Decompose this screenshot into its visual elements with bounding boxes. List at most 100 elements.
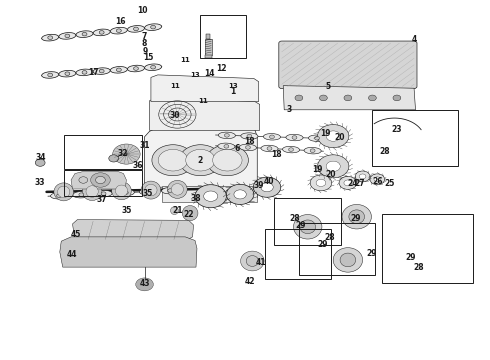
Text: 30: 30 [169, 111, 180, 120]
Circle shape [133, 67, 138, 70]
Text: 22: 22 [183, 210, 194, 219]
Circle shape [310, 175, 332, 191]
Ellipse shape [93, 29, 110, 36]
Ellipse shape [59, 32, 76, 39]
Text: 41: 41 [255, 258, 266, 267]
Circle shape [179, 145, 221, 176]
Circle shape [292, 136, 297, 139]
Ellipse shape [82, 183, 102, 201]
Text: 16: 16 [115, 17, 125, 26]
Ellipse shape [110, 27, 127, 34]
Circle shape [247, 134, 252, 138]
Text: 34: 34 [35, 153, 46, 162]
Circle shape [344, 180, 352, 186]
Ellipse shape [264, 134, 280, 140]
Ellipse shape [171, 207, 178, 215]
Polygon shape [149, 97, 260, 130]
Circle shape [253, 177, 281, 197]
Ellipse shape [110, 67, 127, 73]
Text: 12: 12 [216, 64, 227, 73]
Circle shape [116, 29, 122, 32]
Circle shape [270, 135, 274, 139]
Circle shape [136, 278, 153, 291]
Text: 26: 26 [372, 177, 383, 186]
FancyBboxPatch shape [279, 41, 417, 89]
Ellipse shape [145, 24, 162, 31]
Circle shape [133, 27, 138, 31]
Text: 11: 11 [180, 57, 190, 63]
Text: 38: 38 [191, 194, 201, 202]
Text: 11: 11 [171, 84, 180, 89]
Ellipse shape [42, 72, 59, 78]
Ellipse shape [219, 132, 235, 139]
Circle shape [206, 145, 248, 176]
Circle shape [226, 184, 254, 204]
Circle shape [91, 173, 110, 187]
Text: 19: 19 [312, 166, 323, 175]
Bar [64, 170, 142, 196]
Ellipse shape [246, 256, 259, 266]
Text: 4: 4 [412, 35, 416, 44]
Circle shape [316, 179, 326, 186]
Ellipse shape [127, 26, 145, 32]
Polygon shape [151, 75, 259, 102]
Text: 9: 9 [143, 47, 148, 56]
Circle shape [82, 71, 87, 74]
Bar [64, 135, 142, 169]
Circle shape [82, 32, 87, 36]
Text: 39: 39 [253, 181, 264, 190]
Ellipse shape [304, 147, 321, 154]
Bar [205, 39, 212, 55]
Circle shape [168, 189, 172, 192]
Circle shape [359, 174, 366, 179]
Bar [274, 198, 341, 245]
Text: 13: 13 [228, 84, 238, 89]
Polygon shape [60, 237, 197, 267]
Ellipse shape [112, 182, 131, 200]
Circle shape [186, 149, 215, 171]
Text: 28: 28 [414, 263, 424, 272]
Ellipse shape [117, 189, 134, 196]
Ellipse shape [333, 248, 363, 272]
Ellipse shape [241, 251, 264, 271]
Text: 32: 32 [117, 149, 128, 158]
Text: 35: 35 [121, 206, 132, 215]
Text: 28: 28 [290, 215, 300, 223]
Ellipse shape [50, 193, 68, 199]
Text: 3: 3 [287, 105, 292, 114]
Text: 28: 28 [379, 148, 390, 157]
Circle shape [109, 155, 119, 162]
Ellipse shape [54, 183, 74, 201]
Circle shape [113, 144, 140, 164]
Text: 21: 21 [172, 206, 183, 215]
Ellipse shape [241, 133, 258, 139]
Text: 23: 23 [392, 125, 402, 134]
Text: 35: 35 [143, 189, 153, 198]
Text: 45: 45 [71, 230, 81, 239]
Ellipse shape [93, 68, 110, 75]
Ellipse shape [76, 69, 93, 76]
Text: 17: 17 [88, 68, 98, 77]
Circle shape [393, 95, 401, 101]
Circle shape [79, 193, 84, 197]
Text: 40: 40 [263, 177, 274, 186]
Ellipse shape [182, 206, 198, 221]
Bar [299, 223, 375, 275]
Text: 28: 28 [324, 233, 335, 242]
Circle shape [315, 136, 319, 140]
Ellipse shape [342, 204, 371, 229]
Circle shape [224, 134, 229, 137]
Circle shape [195, 185, 226, 208]
Ellipse shape [95, 190, 112, 197]
Ellipse shape [73, 192, 90, 198]
Ellipse shape [218, 143, 235, 150]
Text: 29: 29 [295, 220, 306, 230]
Circle shape [158, 149, 188, 171]
Text: 13: 13 [190, 72, 200, 78]
Text: 37: 37 [96, 194, 107, 204]
Polygon shape [71, 171, 126, 189]
Text: 33: 33 [35, 179, 46, 188]
Ellipse shape [309, 135, 325, 141]
Circle shape [101, 192, 106, 195]
Bar [372, 110, 458, 166]
